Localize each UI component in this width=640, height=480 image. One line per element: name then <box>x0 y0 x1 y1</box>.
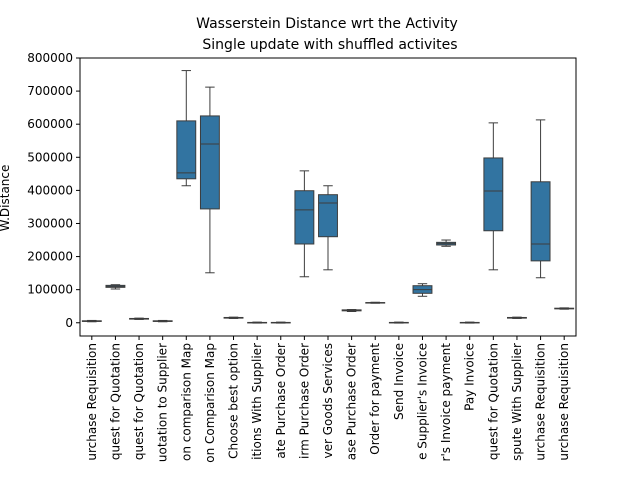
x-tick-label: urchase Requisition <box>85 343 99 461</box>
x-tick-label: ase Purchase Order <box>345 343 359 460</box>
x-tick-label: e Supplier's Invoice <box>415 343 429 460</box>
x-tick-label: urchase Requisition <box>534 343 548 461</box>
y-tick-label: 500000 <box>27 150 73 164</box>
plot-frame <box>79 57 577 337</box>
y-tick-label: 200000 <box>27 250 73 264</box>
y-tick-label: 700000 <box>27 84 73 98</box>
x-tick-label: urchase Requisition <box>557 343 571 461</box>
x-tick-label: r's Invoice payment <box>439 343 453 462</box>
box <box>318 194 338 238</box>
chart-title: Wasserstein Distance wrt the Activity <box>196 16 458 32</box>
box <box>176 120 197 180</box>
x-tick-label: uotation to Supplier <box>156 343 170 462</box>
x-tick-label: Choose best option <box>227 343 241 459</box>
y-tick-label: 800000 <box>27 51 73 65</box>
y-tick-label: 0 <box>65 316 73 330</box>
x-tick-label: quest for Quotation <box>132 343 146 460</box>
x-tick-label: quest for Quotation <box>486 343 500 460</box>
box <box>294 190 315 245</box>
chart-subtitle: Single update with shuffled activites <box>202 37 457 53</box>
x-tick-label: on comparison Map <box>179 343 193 461</box>
y-axis-label: W.Distance <box>0 165 12 232</box>
x-tick-label: spute With Supplier <box>510 343 524 461</box>
x-tick-label: ver Goods Services <box>321 343 335 459</box>
y-tick-label: 300000 <box>27 216 73 230</box>
x-tick-label: itions With Supplier <box>250 343 264 460</box>
x-tick-label: on Comparison Map <box>203 343 217 463</box>
box <box>199 115 220 210</box>
y-tick-label: 400000 <box>27 183 73 197</box>
box <box>483 157 504 232</box>
x-tick-label: Pay Invoice <box>463 343 477 411</box>
x-tick-label: quest for Quotation <box>108 343 122 460</box>
y-tick-label: 100000 <box>27 283 73 297</box>
box <box>530 181 551 262</box>
x-tick-label: Order for payment <box>368 343 382 455</box>
x-tick-label: ate Purchase Order <box>274 343 288 459</box>
x-tick-label: Send Invoice <box>392 343 406 420</box>
y-tick-label: 600000 <box>27 117 73 131</box>
x-tick-label: irm Purchase Order <box>297 343 311 459</box>
